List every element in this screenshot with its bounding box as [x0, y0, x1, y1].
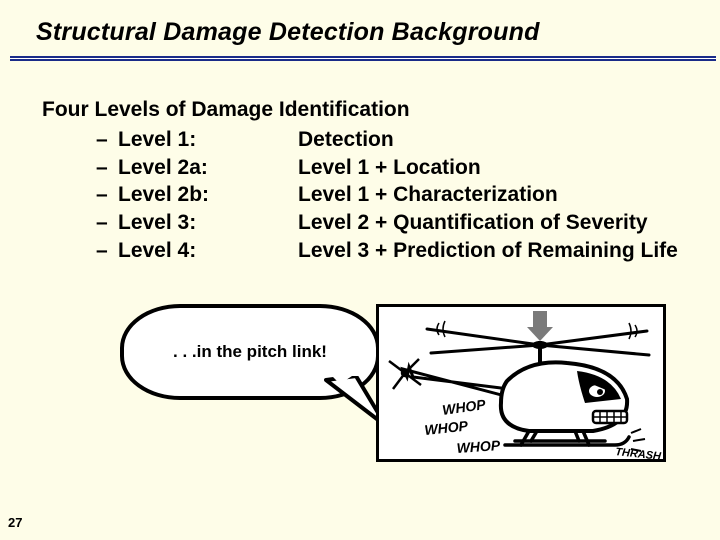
speech-bubble-text: . . .in the pitch link! [173, 342, 327, 362]
bullet-dash: – [96, 237, 118, 265]
bullet-dash: – [96, 154, 118, 182]
sound-word: WHOP [441, 396, 487, 418]
level-row: – Level 2a: Level 1 + Location [96, 154, 700, 182]
bullet-dash: – [96, 126, 118, 154]
level-row: – Level 2b: Level 1 + Characterization [96, 181, 700, 209]
bullet-dash: – [96, 181, 118, 209]
sound-word: THRASH [615, 446, 663, 459]
landing-skids [505, 431, 629, 445]
sound-word: WHOP [456, 437, 501, 456]
level-label: Level 4: [118, 237, 298, 265]
slide: Structural Damage Detection Background F… [0, 0, 720, 540]
helicopter-icon: WHOP WHOP WHOP THRASH [379, 307, 663, 459]
levels-heading: Four Levels of Damage Identification [42, 98, 700, 122]
title-rule-inner [10, 58, 716, 60]
level-desc: Detection [298, 126, 700, 154]
level-label: Level 1: [118, 126, 298, 154]
mouth [593, 411, 627, 423]
level-label: Level 2a: [118, 154, 298, 182]
level-row: – Level 3: Level 2 + Quantification of S… [96, 209, 700, 237]
illustration: . . .in the pitch link! [120, 298, 680, 478]
down-arrow-icon [527, 311, 553, 341]
body: Four Levels of Damage Identification – L… [42, 98, 700, 265]
level-desc: Level 1 + Characterization [298, 181, 700, 209]
title-rule [10, 56, 716, 61]
bullet-dash: – [96, 209, 118, 237]
level-label: Level 2b: [118, 181, 298, 209]
level-label: Level 3: [118, 209, 298, 237]
level-row: – Level 1: Detection [96, 126, 700, 154]
sound-word: WHOP [424, 417, 470, 438]
slide-title: Structural Damage Detection Background [36, 18, 540, 47]
level-desc: Level 1 + Location [298, 154, 700, 182]
level-row: – Level 4: Level 3 + Prediction of Remai… [96, 237, 700, 265]
page-number: 27 [8, 515, 22, 530]
level-desc: Level 2 + Quantification of Severity [298, 209, 700, 237]
level-desc: Level 3 + Prediction of Remaining Life [298, 237, 700, 265]
helicopter-frame: WHOP WHOP WHOP THRASH [376, 304, 666, 462]
